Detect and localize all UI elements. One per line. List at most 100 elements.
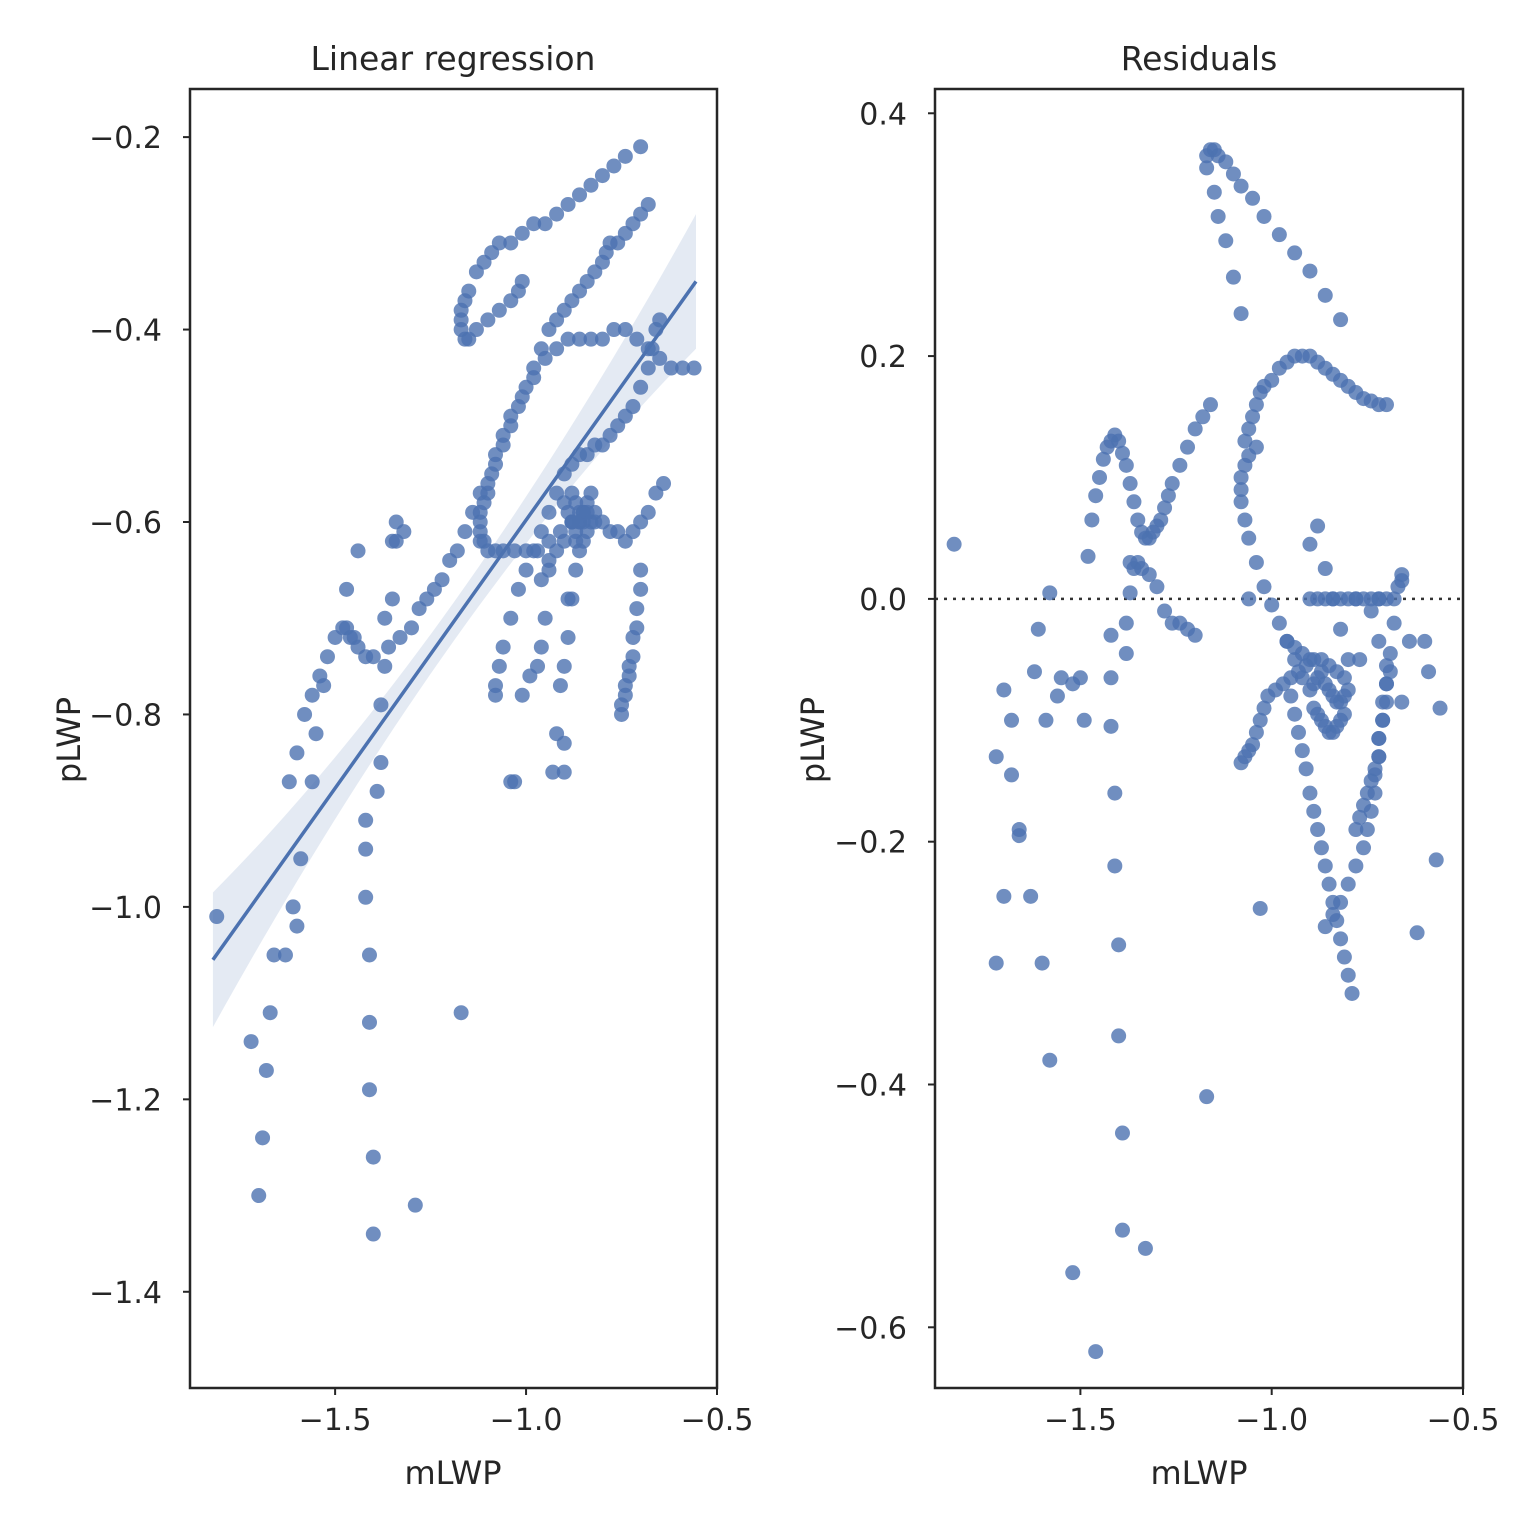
residuals-x-ticks: −1.5 −1.0 −0.5 xyxy=(1044,1388,1499,1438)
data-point xyxy=(1382,646,1398,662)
data-point xyxy=(572,331,588,347)
data-point xyxy=(1241,421,1257,437)
data-point xyxy=(1153,512,1169,528)
data-point xyxy=(549,206,565,222)
data-point xyxy=(277,947,293,963)
data-point xyxy=(1348,858,1364,874)
data-point xyxy=(1367,785,1383,801)
data-point xyxy=(1107,858,1123,874)
data-point xyxy=(339,581,355,597)
data-point xyxy=(1306,803,1322,819)
y-tick-label: −0.8 xyxy=(89,698,162,733)
data-point xyxy=(442,552,458,568)
data-point xyxy=(1004,712,1020,728)
data-point xyxy=(308,726,324,742)
data-point xyxy=(361,1082,377,1098)
data-point xyxy=(457,524,473,540)
data-point xyxy=(1092,469,1108,485)
data-point xyxy=(1325,894,1341,910)
data-point xyxy=(1172,457,1188,473)
y-tick-label: −0.4 xyxy=(89,314,162,349)
data-point xyxy=(541,504,557,520)
data-point xyxy=(1382,664,1398,680)
data-point xyxy=(495,639,511,655)
regression-points xyxy=(209,139,702,1242)
data-point xyxy=(358,841,374,857)
data-point xyxy=(1210,208,1226,224)
data-point xyxy=(293,851,309,867)
data-point xyxy=(1401,633,1417,649)
data-point xyxy=(289,918,305,934)
data-point xyxy=(468,264,484,280)
data-point xyxy=(1187,627,1203,643)
data-point xyxy=(1114,445,1130,461)
data-point xyxy=(1336,706,1352,722)
data-point xyxy=(996,888,1012,904)
data-point xyxy=(289,745,305,761)
data-point xyxy=(1344,985,1360,1001)
regression-line xyxy=(211,280,698,961)
x-tick-label: −0.5 xyxy=(1427,1403,1500,1438)
data-point xyxy=(1004,767,1020,783)
residuals-title: Residuals xyxy=(1121,39,1278,78)
y-tick-label: −0.6 xyxy=(89,506,162,541)
data-point xyxy=(1245,409,1261,425)
data-point xyxy=(606,322,622,338)
data-point xyxy=(1248,724,1264,740)
data-point xyxy=(1245,737,1261,753)
data-point xyxy=(1241,530,1257,546)
data-point xyxy=(1233,178,1249,194)
data-point xyxy=(1233,306,1249,322)
data-point xyxy=(491,658,507,674)
y-tick-label: −0.4 xyxy=(834,1068,907,1103)
residual-points xyxy=(946,142,1448,1360)
regression-panel: Linear regression −1.5 −1.0 −0.5 −1.4−1.2−… xyxy=(50,39,753,1492)
data-point xyxy=(1294,743,1310,759)
data-point xyxy=(369,783,385,799)
data-point xyxy=(365,1226,381,1242)
data-point xyxy=(1298,761,1314,777)
data-point xyxy=(1363,603,1379,619)
data-point xyxy=(1118,646,1134,662)
data-point xyxy=(583,177,599,193)
data-point xyxy=(1130,512,1146,528)
data-point xyxy=(541,322,557,338)
y-tick-label: −0.6 xyxy=(834,1311,907,1346)
data-point xyxy=(1302,785,1318,801)
data-point xyxy=(1072,670,1088,686)
data-point xyxy=(1049,688,1065,704)
data-point xyxy=(365,1149,381,1165)
data-point xyxy=(556,735,572,751)
data-point xyxy=(1333,931,1349,947)
data-point xyxy=(503,408,519,424)
data-point xyxy=(522,668,538,684)
data-point xyxy=(488,687,504,703)
data-point xyxy=(373,697,389,713)
data-point xyxy=(1378,676,1394,692)
data-point xyxy=(1417,633,1433,649)
data-point xyxy=(1080,548,1096,564)
data-point xyxy=(518,562,534,578)
data-point xyxy=(507,543,523,559)
data-point xyxy=(686,360,702,376)
data-point xyxy=(1248,397,1264,413)
data-point xyxy=(1310,518,1326,534)
data-point xyxy=(1333,621,1349,637)
y-tick-label: −0.2 xyxy=(834,826,907,861)
data-point xyxy=(358,889,374,905)
data-point xyxy=(316,678,332,694)
data-point xyxy=(564,514,580,530)
data-point xyxy=(1218,233,1234,249)
data-point xyxy=(988,749,1004,765)
data-point xyxy=(556,764,572,780)
data-point xyxy=(633,562,649,578)
residuals-y-ticks: −0.6 −0.4 −0.2 0.0 0.2 0.4 xyxy=(834,97,935,1346)
data-point xyxy=(1367,767,1383,783)
data-point xyxy=(568,562,584,578)
data-point xyxy=(1409,925,1425,941)
data-point xyxy=(1264,372,1280,388)
data-point xyxy=(209,909,225,925)
data-point xyxy=(1065,1265,1081,1281)
data-point xyxy=(1107,785,1123,801)
